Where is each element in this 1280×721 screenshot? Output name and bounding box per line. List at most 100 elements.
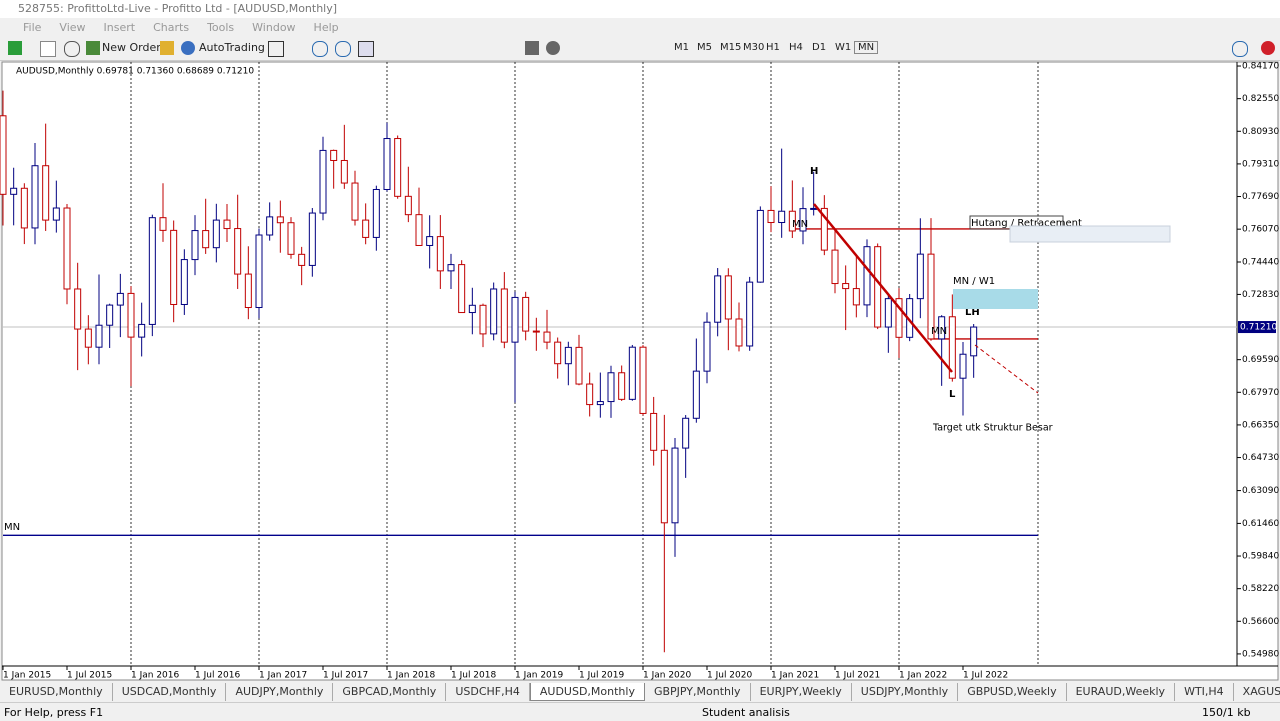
chart-tab[interactable]: EURUSD,Monthly [0, 683, 113, 701]
candle-body [244, 273, 252, 309]
grid-icon[interactable] [358, 41, 374, 57]
menu-item[interactable]: Window [252, 21, 296, 34]
candle-body [970, 326, 978, 357]
x-tick-label: 1 Jul 2017 [323, 671, 368, 681]
new-order-button[interactable]: New Order [102, 41, 161, 54]
navigator-icon[interactable] [64, 41, 80, 57]
candle-body [607, 372, 615, 403]
autotrading-button[interactable]: AutoTrading [199, 41, 265, 54]
candle-body [554, 341, 562, 365]
y-tick-label: 0.63090 [1242, 486, 1279, 496]
menu-item[interactable]: Tools [207, 21, 235, 34]
chart-tab[interactable]: USDJPY,Monthly [852, 683, 959, 701]
candle-body [575, 346, 583, 385]
candle-body [863, 246, 871, 306]
ellipse-icon[interactable] [546, 41, 560, 55]
timeframe-button[interactable]: W1 [835, 42, 852, 53]
y-tick-label: 0.72830 [1242, 290, 1279, 300]
x-tick-label: 1 Jan 2021 [771, 671, 819, 681]
menu-item[interactable]: File [23, 21, 42, 34]
search-icon[interactable] [1232, 41, 1248, 57]
chart-tab[interactable]: USDCAD,Monthly [113, 683, 227, 701]
candle-body [810, 207, 818, 210]
x-tick-label: 1 Jul 2020 [707, 671, 752, 681]
profile-icon[interactable] [40, 41, 56, 57]
candle-body [660, 449, 668, 524]
timeframe-button[interactable]: MN [854, 41, 879, 54]
candle-body [0, 115, 7, 195]
candle-body [351, 182, 359, 221]
chart-tab[interactable]: WTI,H4 [1175, 683, 1234, 701]
chart-tab[interactable]: AUDUSD,Monthly [529, 683, 645, 701]
timeframe-button[interactable]: D1 [812, 42, 827, 53]
chart-tab[interactable]: GBPUSD,Weekly [958, 683, 1067, 701]
y-tick-label: 0.77690 [1242, 192, 1279, 202]
timeframe-button[interactable]: M1 [674, 42, 689, 53]
expert-icon[interactable] [160, 41, 174, 55]
timeframe-button[interactable]: H1 [766, 42, 780, 53]
chart-tab[interactable]: XAGUSD,H4 [1234, 683, 1280, 701]
candle-body [468, 304, 476, 314]
candle-body [447, 264, 455, 272]
y-tick-label: 0.79310 [1242, 159, 1279, 169]
candle-body [500, 288, 508, 343]
candle-body [212, 219, 220, 249]
candle-body [714, 275, 722, 323]
chart-tab[interactable]: GBPCAD,Monthly [333, 683, 447, 701]
candle-body [522, 296, 530, 332]
candle-body [170, 229, 178, 305]
candle-body [436, 236, 444, 272]
new-order-icon[interactable] [86, 41, 100, 55]
chart-tab[interactable]: AUDJPY,Monthly [226, 683, 334, 701]
candle-body [842, 283, 850, 290]
candle-body [223, 219, 231, 230]
zoom-out-icon[interactable] [335, 41, 351, 57]
x-tick-label: 1 Jul 2018 [451, 671, 496, 681]
annotation: MN [4, 522, 20, 533]
autotrading-icon[interactable] [181, 41, 195, 55]
candle-body [596, 401, 604, 406]
notification-icon[interactable] [1261, 41, 1275, 55]
candle-body [884, 298, 892, 328]
x-tick-label: 1 Jul 2015 [67, 671, 112, 681]
y-tick-label: 0.66350 [1242, 420, 1279, 430]
annotation: MN / W1 [953, 276, 995, 287]
candle-body [255, 234, 263, 309]
chart-tab[interactable]: USDCHF,H4 [446, 683, 530, 701]
timeframe-button[interactable]: M30 [743, 42, 765, 53]
x-tick-label: 1 Jul 2022 [963, 671, 1008, 681]
candle-body [682, 417, 690, 449]
price-label-box [1238, 321, 1276, 334]
chart-tab[interactable]: EURJPY,Weekly [751, 683, 852, 701]
candle-body [756, 209, 764, 283]
chart-tab[interactable]: GBPJPY,Monthly [645, 683, 751, 701]
candle-body [479, 304, 487, 335]
y-tick-label: 0.56600 [1242, 617, 1279, 627]
candle-body [202, 230, 210, 249]
timeframe-button[interactable]: M5 [697, 42, 712, 53]
x-tick-label: 1 Jul 2019 [579, 671, 624, 681]
x-tick-label: 1 Jan 2015 [3, 671, 51, 681]
candle-body [746, 281, 754, 347]
timeframe-button[interactable]: M15 [720, 42, 742, 53]
new-chart-icon[interactable] [8, 41, 22, 55]
zoom-in-icon[interactable] [312, 41, 328, 57]
menu-item[interactable]: Insert [103, 21, 136, 34]
annotation: MN [931, 326, 947, 337]
annotation: Target utk Struktur Besar [932, 423, 1053, 434]
y-tick-label: 0.64730 [1242, 453, 1279, 463]
chart-tab[interactable]: EURAUD,Weekly [1067, 683, 1176, 701]
menu-item[interactable]: Help [313, 21, 339, 34]
menu-item[interactable]: View [59, 21, 86, 34]
timeframe-button[interactable]: H4 [789, 42, 803, 53]
candle-body [916, 253, 924, 300]
menu-item[interactable]: Charts [153, 21, 190, 34]
rect-icon[interactable] [525, 41, 539, 55]
candle-body [799, 208, 807, 232]
bar-chart-icon[interactable] [268, 41, 284, 57]
traffic: 150/1 kb [1202, 706, 1251, 719]
candle-body [831, 249, 839, 285]
annotation: MN [792, 219, 808, 230]
help-text: For Help, press F1 [4, 706, 104, 719]
